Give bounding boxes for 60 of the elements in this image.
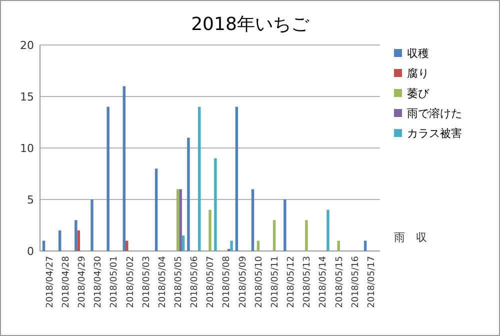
bar xyxy=(42,240,46,251)
x-tick-label: 2018/05/02 xyxy=(126,256,136,308)
x-tick-label: 2018/05/08 xyxy=(222,256,232,308)
x-tick-label: 2018/05/10 xyxy=(254,256,264,308)
bar xyxy=(364,240,367,251)
bar xyxy=(74,220,78,251)
y-tick-label: 5 xyxy=(27,193,34,206)
x-tick-label: 2018/05/07 xyxy=(206,256,216,308)
legend-label: 雨で溶けた xyxy=(407,106,462,120)
bar xyxy=(90,200,94,251)
x-tick-label: 2018/05/17 xyxy=(366,256,377,308)
bar xyxy=(187,138,190,251)
x-tick-label: 2018/04/28 xyxy=(61,256,72,308)
y-tick-label: 10 xyxy=(20,142,34,155)
x-tick-label: 2018/05/06 xyxy=(190,256,200,308)
bar xyxy=(230,240,233,251)
bar xyxy=(176,189,180,251)
y-tick-label: 20 xyxy=(20,38,34,52)
x-tick-label: 2018/04/30 xyxy=(94,256,104,308)
legend-label: カラス被害 xyxy=(407,126,462,140)
bar xyxy=(272,220,276,251)
x-tick-label: 2018/05/04 xyxy=(158,256,168,308)
bar xyxy=(58,230,62,251)
bar xyxy=(154,168,158,251)
legend-label: 収穫 xyxy=(407,46,429,60)
x-tick-label: 2018/04/29 xyxy=(78,256,88,308)
y-tick-label: 15 xyxy=(20,90,34,104)
x-tick-label: 2018/04/27 xyxy=(45,256,56,308)
text: 収 xyxy=(416,231,427,244)
x-tick-label: 2018/05/11 xyxy=(270,256,280,308)
bar xyxy=(182,236,185,251)
x-tick-label: 2018/05/13 xyxy=(302,256,313,308)
bar xyxy=(208,210,212,251)
bar xyxy=(126,240,128,251)
bar xyxy=(106,106,110,251)
x-tick-label: 2018/05/09 xyxy=(238,256,248,308)
x-tick-label: 2018/05/16 xyxy=(350,256,361,308)
bar xyxy=(179,189,182,251)
x-tick-label: 2018/05/05 xyxy=(174,256,184,308)
bar xyxy=(214,158,217,251)
bar xyxy=(235,106,238,251)
chart-title: 2018年いちご xyxy=(191,14,310,35)
x-tick-label: 2018/05/03 xyxy=(142,256,152,308)
text: 雨 xyxy=(394,231,405,244)
bar xyxy=(198,106,201,251)
legend-label: 萎び xyxy=(407,86,430,100)
bar xyxy=(251,189,254,251)
bar xyxy=(256,240,260,251)
bar xyxy=(337,240,340,251)
x-tick-label: 2018/05/01 xyxy=(110,256,120,308)
bar xyxy=(284,200,286,251)
bar xyxy=(77,230,80,251)
bar xyxy=(326,210,330,251)
bar xyxy=(122,86,126,251)
y-tick-label: 0 xyxy=(27,244,34,258)
x-tick-label: 2018/05/15 xyxy=(334,256,345,308)
legend-label: 腐り xyxy=(407,66,429,80)
x-tick-label: 2018/05/12 xyxy=(286,256,297,308)
bar xyxy=(305,220,308,251)
x-tick-label: 2018/05/14 xyxy=(318,256,329,308)
